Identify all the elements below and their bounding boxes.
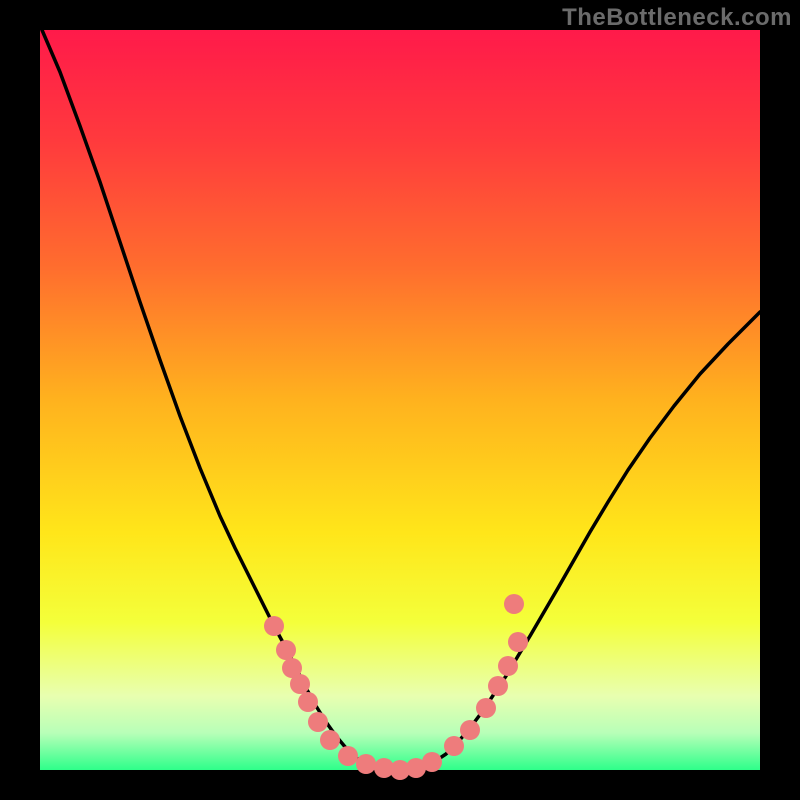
data-marker xyxy=(290,674,310,694)
data-marker xyxy=(276,640,296,660)
data-marker xyxy=(320,730,340,750)
data-marker xyxy=(308,712,328,732)
data-marker xyxy=(460,720,480,740)
data-marker xyxy=(444,736,464,756)
data-marker xyxy=(264,616,284,636)
chart-container: TheBottleneck.com xyxy=(0,0,800,800)
data-marker xyxy=(356,754,376,774)
data-marker xyxy=(298,692,318,712)
data-marker xyxy=(488,676,508,696)
data-marker xyxy=(476,698,496,718)
data-marker xyxy=(338,746,358,766)
data-marker xyxy=(498,656,518,676)
data-marker xyxy=(504,594,524,614)
plot-background xyxy=(40,30,760,770)
chart-svg xyxy=(0,0,800,800)
data-marker xyxy=(508,632,528,652)
data-marker xyxy=(422,752,442,772)
